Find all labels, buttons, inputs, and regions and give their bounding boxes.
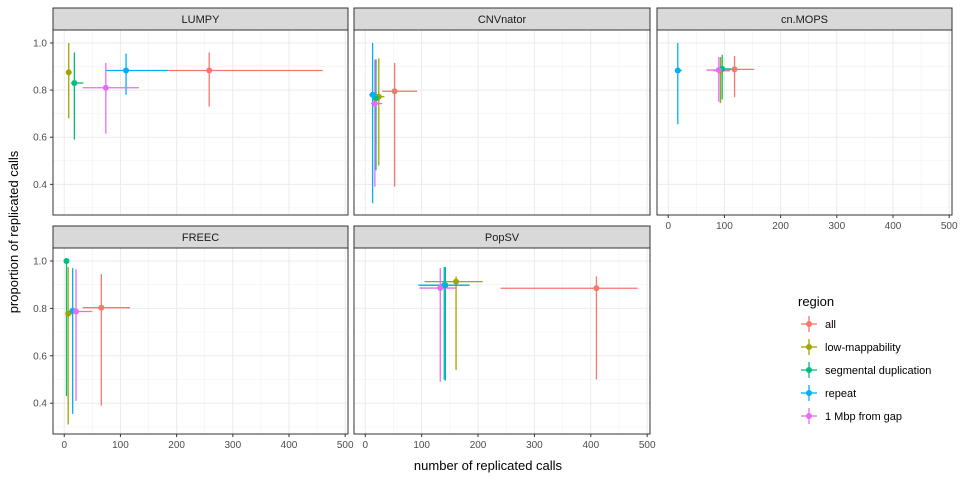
x-tick-label: 100 (716, 221, 733, 232)
x-tick-label: 200 (168, 440, 185, 451)
x-tick-label: 500 (337, 440, 354, 451)
legend-label: 1 Mbp from gap (825, 411, 902, 423)
legend: region all low-mappability segmental dupli… (798, 294, 931, 424)
panel-border (52, 29, 349, 216)
legend-label: segmental duplication (825, 365, 931, 377)
legend-item-all: all (801, 316, 836, 332)
legend-key-point (806, 367, 812, 373)
legend-item-segmental-duplication: segmental duplication (801, 362, 931, 378)
panel-background (53, 30, 348, 215)
point-1-mbp-from-gap (715, 67, 722, 74)
x-tick-label: 400 (885, 221, 902, 232)
point-1-mbp-from-gap (73, 308, 80, 315)
point-segmental-duplication (71, 80, 78, 87)
x-tick-label: 0 (61, 440, 67, 451)
legend-key-point (806, 413, 812, 419)
point-low-mappability (65, 310, 72, 317)
y-tick-label: 1.0 (33, 38, 47, 49)
y-axis-title: proportion of replicated calls (6, 150, 21, 313)
x-tick-label: 0 (362, 440, 368, 451)
strip-label-freec: FREEC (182, 232, 219, 244)
legend-title: region (798, 294, 834, 309)
x-tick-label: 300 (526, 440, 543, 451)
x-tick-label: 400 (582, 440, 599, 451)
panel-background (354, 248, 650, 434)
panel-popsv: PopSV 0 100 200 300 400 500 (353, 225, 656, 451)
point-1-mbp-from-gap (371, 100, 378, 107)
panel-cn-mops: cn.MOPS 0 100 200 300 400 500 (656, 7, 958, 232)
point-low-mappability (65, 69, 72, 76)
strip-label-popsv: PopSV (485, 232, 520, 244)
point-all (98, 304, 105, 311)
legend-item-low-mappability: low-mappability (801, 339, 901, 355)
point-all (206, 67, 213, 74)
y-tick-label: 1.0 (33, 257, 47, 268)
panel-border (656, 29, 953, 216)
y-tick-label: 0.4 (33, 399, 47, 410)
x-tick-label: 200 (470, 440, 487, 451)
strip-label-lumpy: LUMPY (182, 14, 221, 26)
panel-background (53, 248, 348, 434)
x-tick-label: 500 (639, 440, 656, 451)
legend-label: all (825, 319, 836, 331)
point-all (391, 88, 398, 95)
x-tick-label: 300 (828, 221, 845, 232)
legend-label: low-mappability (825, 342, 901, 354)
point-low-mappability (453, 278, 460, 285)
x-tick-label: 500 (941, 221, 958, 232)
legend-item-repeat: repeat (801, 385, 856, 401)
legend-key-point (806, 390, 812, 396)
legend-label: repeat (825, 388, 856, 400)
strip-label-cnvnator: CNVnator (478, 14, 527, 26)
y-tick-label: 0.6 (33, 351, 47, 362)
x-tick-label: 100 (112, 440, 129, 451)
x-tick-label: 200 (772, 221, 789, 232)
panel-border (353, 247, 651, 435)
y-tick-label: 0.8 (33, 86, 47, 97)
panel-background (354, 30, 650, 215)
panel-border (353, 29, 651, 216)
point-segmental-duplication (63, 258, 70, 265)
panel-cnvnator: CNVnator (353, 7, 651, 216)
panel-background (657, 30, 952, 215)
legend-key-point (806, 344, 812, 350)
y-tick-label: 0.6 (33, 133, 47, 144)
x-tick-label: 0 (665, 221, 671, 232)
y-tick-label: 0.4 (33, 180, 47, 191)
point-all (593, 285, 600, 292)
x-tick-label: 400 (281, 440, 298, 451)
panel-lumpy: LUMPY 0.4 0.6 0.8 1.0 (33, 7, 349, 216)
point-repeat (369, 91, 376, 98)
point-repeat (674, 67, 681, 74)
x-axis-title: number of replicated calls (414, 458, 563, 473)
point-1-mbp-from-gap (437, 285, 444, 292)
x-tick-label: 300 (224, 440, 241, 451)
point-repeat (123, 67, 130, 74)
point-all (731, 66, 738, 73)
legend-key-point (806, 321, 812, 327)
legend-item-1-mbp-from-gap: 1 Mbp from gap (801, 408, 902, 424)
panel-border (52, 247, 349, 435)
panel-freec: FREEC 0.4 0.6 0.8 1.0 0 100 200 300 400 500 (33, 225, 354, 451)
point-1-mbp-from-gap (102, 84, 109, 91)
strip-label-cn-mops: cn.MOPS (781, 14, 828, 26)
x-tick-label: 100 (413, 440, 430, 451)
y-tick-label: 0.8 (33, 304, 47, 315)
